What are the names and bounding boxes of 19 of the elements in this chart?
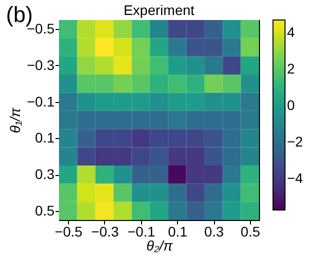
color-bar-label: 0 (287, 96, 295, 113)
color-bar-label: −4 (287, 170, 304, 186)
x-tick-label: 0.1 (168, 224, 188, 240)
color-bar-label: 2 (287, 60, 295, 76)
color-bar-label: 4 (287, 24, 295, 40)
y-axis-title: θ₁/π (6, 107, 23, 134)
y-tick-label: −0.1 (26, 93, 55, 110)
y-tick-label: 0.3 (35, 166, 55, 182)
y-tick-label: −0.3 (26, 56, 55, 73)
x-tick-label: 0.5 (240, 224, 260, 240)
x-axis-title: θ₂/π (146, 238, 174, 254)
x-tick-label: −0.3 (91, 224, 119, 240)
x-tick-label: 0.3 (204, 224, 224, 240)
x-tick-label: −0.5 (54, 224, 83, 240)
chart-title: Experiment (124, 2, 195, 18)
y-tick-label: 0.5 (35, 202, 55, 218)
x-tick-label: −0.1 (128, 224, 156, 240)
color-bar-label: −2 (287, 133, 304, 150)
y-tick-label: 0.1 (35, 130, 55, 146)
